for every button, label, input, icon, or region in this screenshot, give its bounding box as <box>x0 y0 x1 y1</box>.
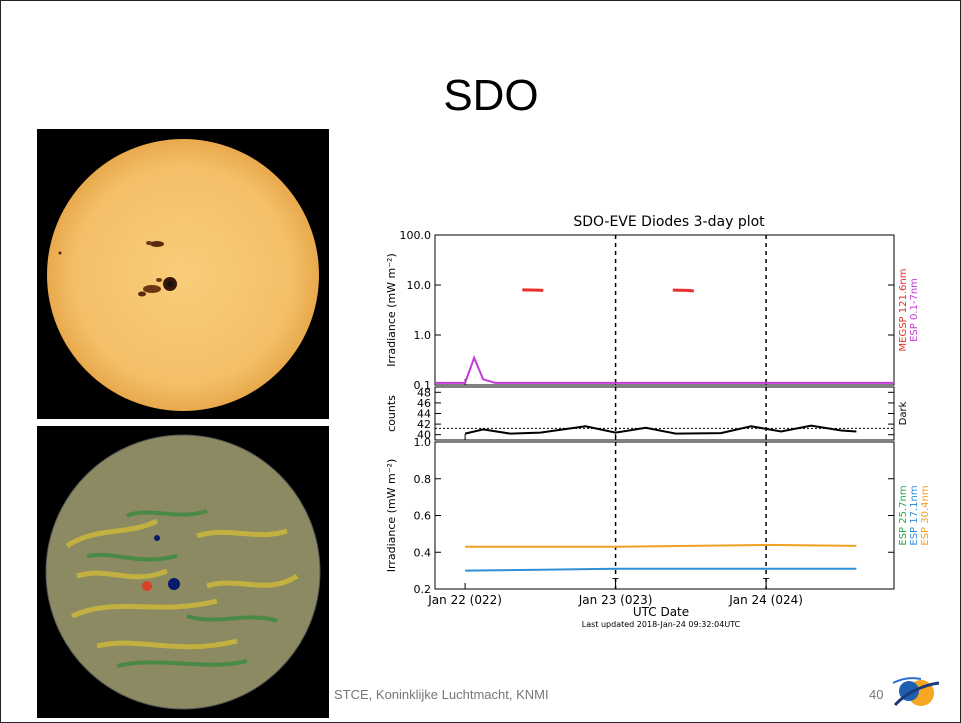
panel-frame-top <box>434 234 895 386</box>
y-axis-label-bottom: Irradiance (mW m⁻²) <box>385 459 398 573</box>
x-tick-label-0: Jan 22 (022) <box>427 593 502 607</box>
y-tick-label-top-0: 0.1 <box>414 379 432 392</box>
y-axis-label-top: Irradiance (mW m⁻²) <box>385 253 398 367</box>
marker-T-1: T <box>762 577 770 588</box>
series-top-1 <box>435 355 894 384</box>
series-top-0 <box>522 288 544 292</box>
page-number: 40 <box>869 687 884 702</box>
series-bottom-1 <box>465 567 857 572</box>
legend-bottom-0: ESP 25.7nm <box>898 485 909 545</box>
stce-logo <box>891 671 941 720</box>
slide-title: SDO <box>443 71 539 120</box>
y-tick-label-top-1: 1.0 <box>414 329 432 342</box>
chart-title: SDO-EVE Diodes 3-day plot <box>573 214 765 230</box>
eve-diodes-chart: SDO-EVE Diodes 3-day plot 0.1 1.0 10.0 100.… <box>385 214 931 629</box>
y-axis-label-middle: counts <box>385 395 398 432</box>
y-tick-label-top-2: 10.0 <box>407 279 432 292</box>
y-tick-label-middle-4: 48 <box>417 386 431 399</box>
chart-footnote: Last updated 2018-Jan-24 09:32:04UTC <box>582 620 741 629</box>
y-tick-label-top-3: 100.0 <box>400 229 432 242</box>
marker-T-0: T <box>612 577 620 588</box>
y-tick-label-bottom-3: 0.8 <box>414 473 432 486</box>
x-tick-label-2: Jan 24 (024) <box>728 593 803 607</box>
y-tick-label-bottom-4: 1.0 <box>414 436 432 449</box>
sun-magnetogram-image <box>37 426 329 718</box>
legend-bottom-2: ESP 30.4nm <box>920 485 931 545</box>
legend-middle-0: Dark <box>898 401 909 425</box>
y-tick-label-bottom-2: 0.6 <box>414 510 432 523</box>
footer-text: STCE, Koninklijke Luchtmacht, KNMI <box>334 687 549 702</box>
series-megsp-day2 <box>672 288 694 293</box>
y-tick-label-bottom-0: 0.2 <box>414 583 432 596</box>
legend-top-1: ESP 0.1-7nm <box>909 278 920 342</box>
sun-continuum-image <box>37 129 329 419</box>
legend-top-0: MEGSP 121.6nm <box>898 269 909 352</box>
y-tick-label-middle-3: 46 <box>417 397 431 410</box>
legend-bottom-1: ESP 17.1nm <box>909 485 920 545</box>
y-tick-label-middle-2: 44 <box>417 408 431 421</box>
series-middle-0 <box>464 424 857 435</box>
y-tick-label-middle-0: 40 <box>417 429 431 442</box>
x-tick-label-1: Jan 23 (023) <box>578 593 653 607</box>
y-tick-label-bottom-1: 0.4 <box>414 546 432 559</box>
series-bottom-0 <box>465 543 857 548</box>
x-axis-label: UTC Date <box>633 605 689 619</box>
panel-frame-bottom <box>434 441 895 590</box>
y-tick-label-middle-1: 42 <box>417 418 431 431</box>
